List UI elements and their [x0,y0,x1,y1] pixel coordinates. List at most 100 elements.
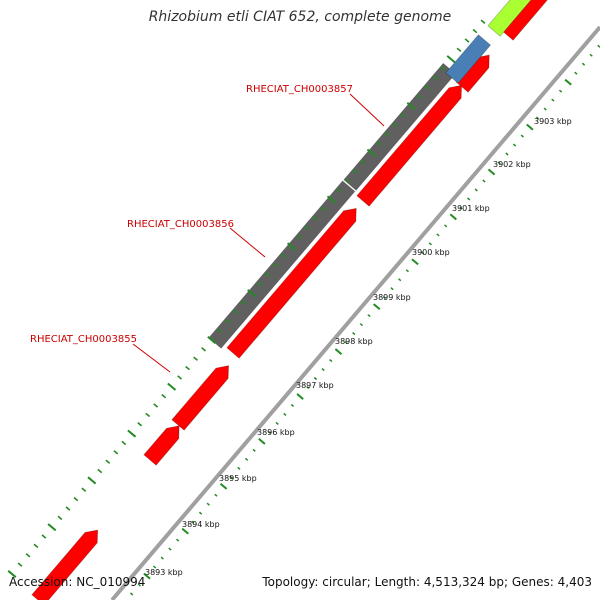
accession-info: Accession: NC_010994 [9,575,145,589]
inner-scale-tick [313,376,318,381]
outer-scale-tick [57,515,63,521]
cds-feature-gray-2 [343,62,456,191]
inner-scale-tick [564,78,572,86]
outer-scale-tick [185,365,191,371]
genes-value: 4,403 [557,575,592,589]
outer-scale-tick [296,234,302,240]
outer-scale-tick [247,289,256,298]
outer-scale-tick [81,487,87,493]
outer-scale-tick [207,335,217,344]
inner-scale-tick [206,502,210,506]
inner-scale-tick [551,98,555,102]
map-title: Rhizobium etli CIAT 652, complete genome [148,9,452,25]
outer-scale-tick [7,570,17,578]
outer-scale-tick [446,55,456,64]
outer-scale-tick [217,328,223,333]
outer-scale-tick [432,75,438,81]
scale-label: 3897 kbp [296,381,334,390]
inner-scale-tick [176,538,180,542]
scale-label: 3893 kbp [145,568,183,577]
inner-scale-tick [574,71,578,75]
length-label: Length: [374,575,421,589]
inner-scale-tick [334,348,343,355]
outer-scale-tick [73,496,79,502]
outer-scale-tick [440,66,446,71]
backbone-line [110,25,600,600]
inner-scale-tick [275,421,279,425]
cds-feature-red-7 [500,0,548,41]
topology-label: Topology: [262,575,319,589]
inner-scale-tick [487,168,496,176]
outer-scale-tick [464,38,470,43]
outer-scale-tick [121,440,127,446]
outer-scale-tick [352,169,358,174]
outer-scale-tick [424,84,430,90]
genes-label: Genes: [511,575,554,589]
inner-scale-tick [329,359,333,363]
inner-scale-tick [130,592,134,596]
inner-scale-tick [181,527,189,535]
scale-label: 3894 kbp [182,520,220,529]
cds-feature-blue [445,34,492,84]
inner-scale-tick [267,430,272,434]
inner-scale-tick [252,448,256,452]
inner-scale-tick [398,278,402,282]
inner-scale-tick [520,134,524,138]
outer-scale-tick [406,101,416,110]
inner-scale-tick [497,161,501,165]
outer-scale-tick [127,429,137,438]
inner-scale-tick [436,233,440,237]
cds-feature-red-2 [143,425,180,466]
outer-scale-tick [161,393,167,399]
cds-feature-red-1 [31,529,99,600]
inner-scale-tick [467,197,471,201]
inner-scale-tick [198,511,203,515]
outer-scale-tick [137,421,143,427]
outer-scale-tick [257,281,262,287]
outer-scale-tick [312,216,318,221]
scale-label: 3896 kbp [257,428,295,437]
inner-scale-tick [219,482,228,490]
inner-scale-tick [505,152,509,156]
outer-scale-tick [400,113,406,118]
gene-label: RHECIAT_CH0003855 [30,334,137,345]
inner-scale-tick [229,475,233,479]
inner-scale-tick [214,493,218,497]
inner-scale-tick [258,438,266,445]
cds-feature-red-5 [356,84,463,207]
inner-scale-tick [535,116,540,120]
scale-label: 3902 kbp [493,160,531,169]
outer-scale-tick [272,262,278,268]
inner-scale-tick [474,188,478,192]
outer-scale-tick [320,206,326,212]
outer-scale-tick [47,523,57,532]
gene-label: RHECIAT_CH0003857 [246,84,353,95]
outer-scale-tick [201,347,207,352]
cds-feature-red-3 [171,365,230,431]
scale-label: 3898 kbp [335,337,373,346]
scale-label: 3895 kbp [219,474,257,483]
inner-scale-tick [344,341,348,345]
inner-scale-tick [191,520,195,524]
inner-scale-tick [296,393,304,400]
scale-label: 3900 kbp [412,248,450,257]
inner-scale-tick [589,53,593,57]
outer-scale-tick [145,412,151,418]
inner-scale-tick [321,368,325,372]
inner-scale-tick [153,565,157,569]
inner-scale-tick [244,457,249,461]
outer-scale-tick [233,309,238,315]
outer-scale-tick [336,187,342,193]
inner-scale-tick [373,303,381,311]
outer-scale-tick [87,476,97,485]
inner-scale-tick [168,547,172,551]
scale-label: 3901 kbp [452,204,490,213]
inner-scale-tick [558,89,563,93]
outer-scale-tick [264,272,270,277]
cds-feature-gray-1 [208,180,356,349]
outer-scale-tick [33,543,39,549]
outer-scale-tick [384,131,390,137]
outer-scale-tick [326,195,336,204]
